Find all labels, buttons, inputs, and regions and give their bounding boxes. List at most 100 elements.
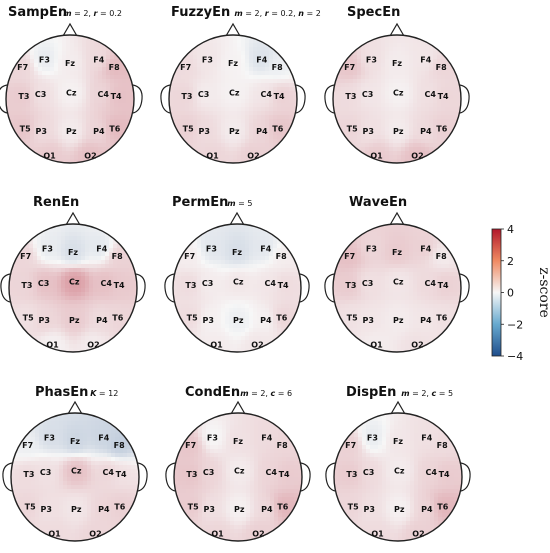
electrode-label-c3: C3 — [35, 90, 46, 99]
left-ear — [0, 84, 8, 114]
electrode-label-t3: T3 — [23, 470, 34, 479]
map-params: m = 2, r = 0.2 — [63, 9, 122, 18]
electrode-label-cz: Cz — [71, 467, 82, 476]
electrode-label-f7: F7 — [20, 252, 31, 261]
electrode-label-f8: F8 — [436, 252, 447, 261]
right-ear — [135, 273, 146, 303]
electrode-label-t3: T3 — [185, 281, 196, 290]
electrode-label-t5: T5 — [347, 313, 358, 322]
electrode-label-fz: Fz — [65, 59, 75, 68]
colorbar-tick-label: −4 — [507, 350, 523, 363]
electrode-label-t4: T4 — [438, 281, 449, 290]
electrode-label-p4: P4 — [256, 127, 268, 136]
electrode-label-t3: T3 — [346, 470, 357, 479]
head-outline — [5, 34, 135, 164]
electrode-label-t3: T3 — [186, 470, 197, 479]
electrode-label-o2: O2 — [87, 340, 99, 349]
electrode-label-f3: F3 — [207, 433, 218, 442]
left-ear — [164, 273, 175, 303]
electrode-label-t4: T4 — [279, 470, 290, 479]
electrode-label-c4: C4 — [101, 279, 113, 288]
heat-field — [333, 35, 461, 163]
electrode-label-t6: T6 — [436, 124, 447, 133]
electrode-label-f8: F8 — [112, 252, 123, 261]
nose — [65, 211, 81, 226]
electrode-label-p3: P3 — [202, 316, 213, 325]
map-title: PermEn — [172, 195, 228, 210]
electrode-label-f8: F8 — [437, 441, 448, 450]
map-title: PhasEn — [35, 385, 88, 400]
map-title: DispEn — [346, 385, 396, 400]
electrode-label-f8: F8 — [276, 252, 287, 261]
electrode-label-t4: T4 — [439, 470, 450, 479]
topomap-fuzzyen: Fz F3 F4 F7 F8 C3 Cz C4 T3 T4 T5 P3 Pz P4 T6 O1 O2 FuzzyE… — [160, 5, 321, 164]
electrode-label-o1: O1 — [46, 340, 59, 349]
electrode-label-o2: O2 — [411, 151, 423, 160]
electrode-label-c3: C3 — [198, 90, 209, 99]
electrode-label-fz: Fz — [228, 59, 238, 68]
electrode-label-p3: P3 — [40, 505, 51, 514]
right-ear — [300, 462, 311, 492]
electrode-label-c3: C3 — [363, 468, 374, 477]
head-outline — [172, 223, 302, 353]
electrode-label-o2: O2 — [251, 340, 263, 349]
electrode-label-t3: T3 — [345, 281, 356, 290]
electrode-label-c4: C4 — [98, 90, 110, 99]
topomap-phasen: Fz F3 F4 F7 F8 C3 Cz C4 T3 T4 T5 P3 Pz P4 T6 O1 O2 PhasEn… — [2, 385, 148, 542]
electrode-label-p3: P3 — [198, 127, 209, 136]
electrode-label-t4: T4 — [111, 92, 122, 101]
right-ear — [132, 84, 143, 114]
electrode-label-cz: Cz — [69, 278, 80, 287]
electrode-label-p4: P4 — [261, 505, 273, 514]
electrode-label-f7: F7 — [344, 63, 355, 72]
electrode-label-f4: F4 — [93, 55, 104, 64]
right-ear — [137, 462, 148, 492]
electrode-label-c4: C4 — [425, 90, 437, 99]
electrode-label-f4: F4 — [96, 244, 107, 253]
electrode-label-o2: O2 — [252, 529, 264, 538]
electrode-label-t5: T5 — [187, 313, 198, 322]
electrode-label-f7: F7 — [17, 63, 28, 72]
map-params: m = 2, r = 0.2, n = 2 — [234, 9, 320, 18]
electrode-label-o2: O2 — [247, 151, 259, 160]
left-ear — [160, 84, 171, 114]
left-ear — [324, 273, 335, 303]
electrode-label-p3: P3 — [363, 505, 374, 514]
topomap-waveen: Fz F3 F4 F7 F8 C3 Cz C4 T3 T4 T5 P3 Pz P4 T6 O1 O2 WaveEn — [324, 195, 470, 353]
electrode-label-t6: T6 — [277, 502, 288, 511]
electrode-label-f8: F8 — [272, 63, 283, 72]
right-ear — [460, 462, 471, 492]
electrode-label-t6: T6 — [109, 124, 120, 133]
electrode-label-cz: Cz — [233, 278, 244, 287]
electrode-label-p4: P4 — [420, 127, 432, 136]
electrode-label-o2: O2 — [411, 340, 423, 349]
map-title: CondEn — [185, 385, 240, 400]
head-outline — [332, 223, 462, 353]
electrode-label-c4: C4 — [265, 279, 277, 288]
electrode-label-t3: T3 — [345, 92, 356, 101]
colorbar: 4 2 0 −2 −4 z-score — [491, 223, 550, 363]
topomap-grid: Fz F3 F4 F7 F8 C3 Cz C4 T3 T4 T5 P3 Pz P4 T6 O1 O2 SampEn… — [0, 5, 471, 542]
heat-field — [174, 413, 302, 541]
electrode-label-pz: Pz — [71, 505, 82, 514]
map-params: m = 2, c = 6 — [240, 389, 292, 398]
colorbar-tick-label: 0 — [507, 287, 514, 300]
nose — [225, 22, 241, 37]
electrode-label-f7: F7 — [344, 252, 355, 261]
electrode-label-f4: F4 — [256, 55, 267, 64]
electrode-label-p4: P4 — [96, 316, 108, 325]
electrode-label-o1: O1 — [43, 151, 56, 160]
electrode-label-o2: O2 — [84, 151, 96, 160]
electrode-label-f4: F4 — [420, 244, 431, 253]
electrode-label-c3: C3 — [362, 279, 373, 288]
electrode-label-t6: T6 — [276, 313, 287, 322]
electrode-label-c3: C3 — [362, 90, 373, 99]
electrode-label-t5: T5 — [23, 313, 34, 322]
electrode-label-o1: O1 — [370, 151, 383, 160]
electrode-label-f3: F3 — [366, 244, 377, 253]
electrode-label-o1: O1 — [210, 340, 223, 349]
right-ear — [295, 84, 306, 114]
electrode-label-fz: Fz — [68, 248, 78, 257]
map-params: m = 5 — [227, 199, 252, 208]
heat-field — [11, 413, 139, 541]
